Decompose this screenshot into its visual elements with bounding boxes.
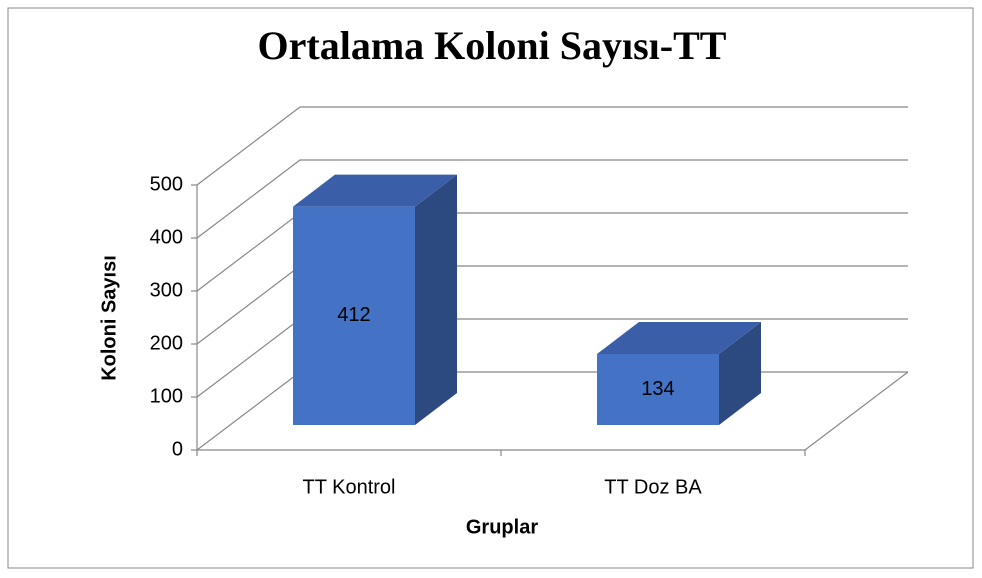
bar-side — [719, 321, 761, 425]
bar-top — [597, 321, 761, 354]
bar-side — [415, 174, 457, 425]
y-tick-label: 300 — [150, 279, 183, 301]
grid-line — [196, 159, 908, 239]
chart-title: Ortalama Koloni Sayısı-TT — [258, 23, 727, 68]
data-label: 134 — [641, 378, 674, 400]
bar-top — [293, 174, 457, 207]
y-tick-label: 200 — [150, 332, 183, 354]
x-tick-label: TT Doz BA — [604, 476, 702, 498]
y-tick-label: 0 — [172, 438, 183, 460]
data-label: 412 — [337, 304, 370, 326]
grid-line — [196, 106, 908, 186]
bar — [293, 206, 415, 425]
y-tick-label: 400 — [150, 226, 183, 248]
y-axis-label: Koloni Sayısı — [98, 255, 120, 381]
bar — [597, 353, 719, 425]
x-axis-label: Gruplar — [466, 516, 538, 538]
y-tick-label: 100 — [150, 385, 183, 407]
y-tick-label: 500 — [150, 173, 183, 195]
x-tick-label: TT Kontrol — [303, 476, 396, 498]
chart-frame — [7, 7, 974, 569]
